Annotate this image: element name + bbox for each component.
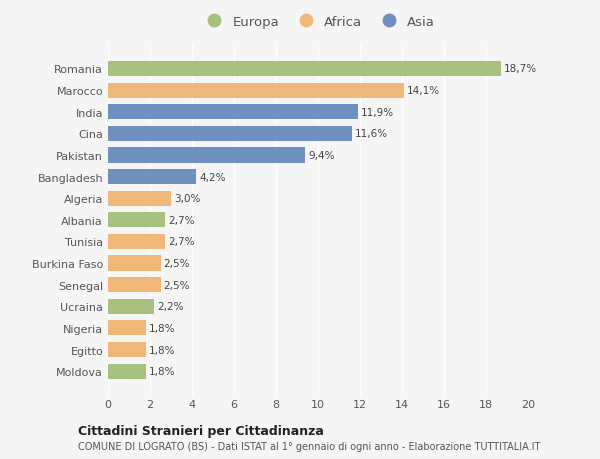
Text: 18,7%: 18,7% bbox=[504, 64, 537, 74]
Bar bbox=[108, 364, 146, 379]
Bar bbox=[108, 84, 404, 98]
Text: 2,7%: 2,7% bbox=[168, 237, 194, 247]
Text: 9,4%: 9,4% bbox=[308, 151, 335, 161]
Bar bbox=[108, 213, 164, 228]
Bar bbox=[108, 105, 358, 120]
Bar bbox=[108, 148, 305, 163]
Text: 1,8%: 1,8% bbox=[149, 366, 175, 376]
Text: 2,5%: 2,5% bbox=[164, 280, 190, 290]
Text: 11,9%: 11,9% bbox=[361, 107, 394, 118]
Bar bbox=[108, 170, 196, 185]
Bar bbox=[108, 321, 146, 336]
Bar bbox=[108, 127, 352, 141]
Bar bbox=[108, 256, 161, 271]
Text: COMUNE DI LOGRATO (BS) - Dati ISTAT al 1° gennaio di ogni anno - Elaborazione TU: COMUNE DI LOGRATO (BS) - Dati ISTAT al 1… bbox=[78, 441, 541, 451]
Bar bbox=[108, 191, 171, 206]
Bar bbox=[108, 235, 164, 249]
Text: 1,8%: 1,8% bbox=[149, 323, 175, 333]
Text: 1,8%: 1,8% bbox=[149, 345, 175, 355]
Text: 11,6%: 11,6% bbox=[355, 129, 388, 139]
Text: 2,7%: 2,7% bbox=[168, 215, 194, 225]
Bar bbox=[108, 342, 146, 357]
Legend: Europa, Africa, Asia: Europa, Africa, Asia bbox=[196, 11, 440, 34]
Text: 14,1%: 14,1% bbox=[407, 86, 440, 96]
Bar bbox=[108, 299, 154, 314]
Text: 2,5%: 2,5% bbox=[164, 258, 190, 269]
Text: Cittadini Stranieri per Cittadinanza: Cittadini Stranieri per Cittadinanza bbox=[78, 424, 324, 437]
Text: 3,0%: 3,0% bbox=[174, 194, 200, 204]
Bar bbox=[108, 62, 500, 77]
Bar bbox=[108, 278, 161, 292]
Text: 4,2%: 4,2% bbox=[199, 172, 226, 182]
Text: 2,2%: 2,2% bbox=[157, 302, 184, 312]
